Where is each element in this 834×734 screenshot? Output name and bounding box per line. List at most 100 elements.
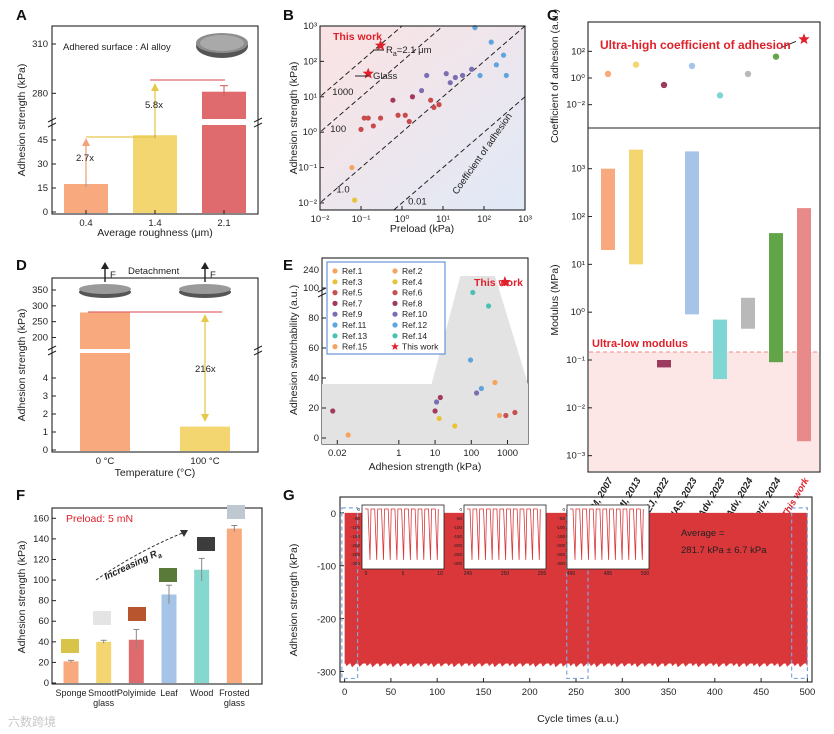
legend-marker	[392, 268, 398, 274]
svg-text:-300: -300	[453, 561, 463, 566]
svg-text:-200: -200	[453, 543, 463, 548]
legend-entry: Ref.13	[342, 331, 367, 341]
ref-point	[512, 409, 518, 416]
legend-marker	[332, 311, 338, 317]
ytick-top: 10²	[571, 46, 585, 57]
svg-text:10: 10	[437, 571, 443, 577]
legend-entry: Ref.9	[342, 309, 363, 319]
data-point	[402, 112, 408, 118]
data-point	[428, 97, 434, 103]
svg-text:-100: -100	[556, 525, 566, 530]
data-point	[493, 62, 499, 68]
ytick: 120	[33, 554, 49, 565]
panel-d-chart: 0 °C 100 °C 0 1 2 3 4 200 250 300 350 Detachment F…	[16, 262, 263, 479]
xtick: 100	[429, 687, 445, 698]
material-photo-3	[159, 568, 177, 582]
ref-point	[436, 415, 442, 422]
ytick: 3	[43, 391, 48, 402]
ytick: 60	[308, 343, 319, 354]
xtick: 200	[522, 687, 538, 698]
panel-label-e: E	[283, 257, 293, 274]
ytick: 40	[308, 373, 319, 384]
data-point	[370, 123, 376, 129]
data-point	[409, 94, 416, 100]
ref-point	[470, 289, 476, 296]
legend-box	[326, 261, 446, 355]
ytick: 10¹	[303, 92, 317, 103]
legend-entry: Ref.3	[342, 277, 363, 287]
svg-text:0: 0	[562, 507, 565, 512]
ytick: 100	[33, 575, 49, 586]
ytick: 20	[308, 403, 319, 414]
ref-point	[452, 423, 458, 429]
ytick: 2	[43, 409, 48, 420]
legend-marker	[332, 300, 338, 306]
panel-label-a: A	[16, 7, 27, 24]
coeff-point-3	[688, 62, 696, 70]
data-point	[488, 39, 494, 45]
panel-a-inset-text: Adhered surface : Al alloy	[63, 42, 171, 53]
data-point	[469, 66, 475, 72]
panel-g-chart: 0 50 100 150 200 250 300 350 400 450 5000-100-200-…	[288, 496, 815, 725]
legend-marker	[332, 333, 338, 339]
panel-c-ylabel-top: Coefficient of adhesion (a.u.)	[549, 9, 561, 143]
coeff-line-0.01	[393, 96, 525, 210]
data-point	[365, 115, 371, 121]
ytick: 20	[38, 657, 49, 668]
legend-entry: Ref.4	[402, 277, 423, 287]
legend-marker	[392, 300, 398, 306]
modulus-bar-6	[769, 233, 783, 363]
legend-entry: Ref.11	[342, 320, 367, 330]
modulus-bar-1	[629, 149, 643, 265]
panel-b-frame	[319, 25, 526, 211]
ref-point	[492, 379, 498, 386]
xtick: 0	[342, 687, 347, 698]
xtick-2.1: 2.1	[217, 218, 230, 229]
ytick: 300	[32, 301, 48, 312]
annotation-2-7x: 2.7x	[76, 153, 94, 164]
panel-label-f: F	[16, 487, 25, 504]
legend-entry: Ref.2	[402, 266, 423, 276]
coeff-point-1	[632, 61, 640, 68]
svg-text:-50: -50	[455, 516, 462, 521]
bar-0 °C	[80, 312, 130, 349]
coeff-point-6	[772, 53, 780, 60]
legend-entry: Ref.7	[342, 298, 363, 308]
ytick-45: 45	[37, 135, 48, 146]
svg-text:250: 250	[501, 571, 510, 577]
ytick: 10²	[303, 56, 317, 67]
ytick: -100	[317, 562, 336, 573]
xtick-1: 100 °C	[190, 456, 219, 467]
bar-Smooth glass	[96, 641, 112, 683]
legend-entry: This work	[402, 342, 439, 352]
category-label: glass	[93, 698, 115, 708]
ref-point	[473, 390, 480, 396]
data-point	[395, 112, 401, 118]
ytick: 350	[32, 285, 48, 296]
panel-c-ylabel-bottom: Modulus (MPa)	[549, 264, 561, 335]
svg-text:495: 495	[604, 571, 613, 577]
material-photo-2	[128, 607, 146, 621]
panel-label-d: D	[16, 257, 27, 274]
data-point	[436, 102, 442, 108]
data-point	[349, 164, 355, 171]
xtick: 400	[707, 687, 723, 698]
data-point	[361, 115, 367, 121]
legend-marker	[332, 322, 338, 328]
xtick: 10⁰	[395, 214, 410, 225]
bar-Wood	[194, 569, 210, 683]
svg-text:490: 490	[567, 571, 576, 577]
ytick: -200	[317, 615, 336, 626]
bar-0.4	[64, 184, 108, 213]
panel-g-ylabel: Adhesion strength (kPa)	[288, 544, 300, 657]
ref-point	[345, 432, 351, 438]
ref-point	[437, 394, 443, 401]
coeff-point-4	[716, 92, 724, 99]
this-work-label-b: This work	[333, 31, 382, 43]
svg-text:-100: -100	[351, 525, 361, 530]
xtick: 10⁻²	[311, 214, 330, 225]
panel-label-c: C	[547, 7, 558, 24]
